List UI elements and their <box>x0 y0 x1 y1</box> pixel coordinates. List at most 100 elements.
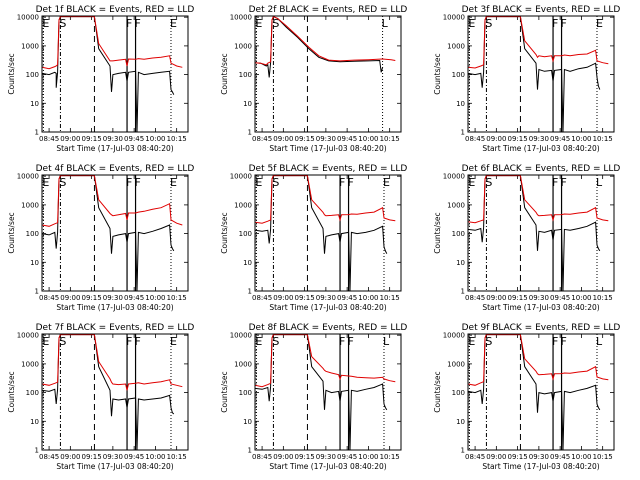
y-tick-label: 10000 <box>230 332 252 340</box>
marker-label-e: E <box>255 176 262 189</box>
y-tick-label: 10 <box>456 418 465 426</box>
y-tick-label: 100 <box>239 71 252 79</box>
y-tick-label: 10 <box>243 100 252 108</box>
x-tick-label: 08:45 <box>252 294 272 302</box>
x-tick-label: 10:00 <box>358 453 378 461</box>
x-tick-label: 10:15 <box>593 453 613 461</box>
y-tick-label: 10 <box>456 259 465 267</box>
x-axis-label: Start Time (17-Jul-03 08:40:20) <box>269 462 386 471</box>
marker-label-f: F <box>339 176 345 189</box>
y-tick-label: 1000 <box>21 42 39 50</box>
marker-label-l: L <box>383 335 390 348</box>
x-tick-label: 09:00 <box>60 135 80 143</box>
x-tick-label: 08:45 <box>39 453 59 461</box>
x-tick-label: 09:00 <box>273 135 293 143</box>
y-tick-label: 10000 <box>230 14 252 22</box>
panel-det-7: Det 7f BLACK = Events, RED = LLD Counts/s… <box>7 323 194 471</box>
x-tick-label: 09:00 <box>486 294 506 302</box>
x-tick-label: 09:45 <box>124 135 144 143</box>
y-tick-label: 100 <box>239 230 252 238</box>
x-tick-label: 10:15 <box>380 294 400 302</box>
y-tick-label: 1 <box>248 129 252 137</box>
x-tick-label: 09:30 <box>529 135 549 143</box>
marker-label-e: E <box>255 17 262 30</box>
marker-label-s: S <box>485 176 492 189</box>
marker-label-f: F <box>561 176 567 189</box>
marker-label-f: F <box>126 335 132 348</box>
x-tick-label: 09:00 <box>60 453 80 461</box>
x-tick-label: 09:15 <box>82 294 102 302</box>
series-events-line <box>42 334 175 450</box>
marker-label-f: F <box>135 335 141 348</box>
series-events-line <box>42 16 175 132</box>
x-tick-label: 09:45 <box>337 453 357 461</box>
y-axis-label: Counts/sec <box>7 371 16 412</box>
x-tick-label: 10:00 <box>145 294 165 302</box>
x-tick-label: 09:00 <box>60 294 80 302</box>
x-tick-label: 08:45 <box>252 135 272 143</box>
marker-label-f: F <box>348 176 354 189</box>
x-tick-label: 09:45 <box>124 453 144 461</box>
y-tick-label: 1000 <box>234 42 252 50</box>
x-tick-label: 09:00 <box>486 453 506 461</box>
marker-label-s: S <box>59 17 66 30</box>
y-tick-label: 1000 <box>234 360 252 368</box>
y-tick-label: 10000 <box>443 332 465 340</box>
x-tick-label: 08:45 <box>39 135 59 143</box>
marker-label-l: L <box>382 17 389 30</box>
x-tick-label: 08:45 <box>39 294 59 302</box>
y-tick-label: 100 <box>26 230 39 238</box>
series-events-line <box>255 16 384 78</box>
marker-label-e: E <box>468 17 475 30</box>
x-tick-label: 10:00 <box>571 453 591 461</box>
panel-det-6: Det 6f BLACK = Events, RED = LLD Counts/s… <box>433 164 620 312</box>
marker-label-s: S <box>485 17 492 30</box>
x-tick-label: 09:45 <box>124 294 144 302</box>
marker-label-s: S <box>272 176 279 189</box>
marker-label-f: F <box>561 335 567 348</box>
marker-label-s: S <box>272 335 279 348</box>
panel-frame <box>254 15 402 133</box>
panel-frame <box>467 174 615 292</box>
x-tick-label: 10:00 <box>571 294 591 302</box>
x-axis-label: Start Time (17-Jul-03 08:40:20) <box>269 144 386 153</box>
x-tick-label: 10:00 <box>145 135 165 143</box>
y-axis-label: Counts/sec <box>433 371 442 412</box>
panel-det-9: Det 9f BLACK = Events, RED = LLD Counts/s… <box>433 323 620 471</box>
y-tick-label: 1 <box>35 288 39 296</box>
y-tick-label: 100 <box>239 389 252 397</box>
y-tick-label: 10000 <box>443 173 465 181</box>
x-tick-label: 10:15 <box>380 453 400 461</box>
x-tick-label: 09:30 <box>316 135 336 143</box>
x-tick-label: 10:00 <box>358 294 378 302</box>
marker-label-f: F <box>126 17 132 30</box>
x-tick-label: 09:15 <box>508 453 528 461</box>
panel-title: Det 3f BLACK = Events, RED = LLD <box>462 5 621 15</box>
x-tick-label: 09:30 <box>103 135 123 143</box>
marker-label-e: E <box>255 335 262 348</box>
marker-label-f: F <box>135 17 141 30</box>
x-axis-label: Start Time (17-Jul-03 08:40:20) <box>482 144 599 153</box>
y-tick-label: 1000 <box>447 201 465 209</box>
marker-label-f: F <box>552 335 558 348</box>
x-tick-label: 09:45 <box>550 135 570 143</box>
x-tick-label: 09:45 <box>337 135 357 143</box>
marker-label-e: E <box>468 176 475 189</box>
panel-det-5: Det 5f BLACK = Events, RED = LLD Counts/s… <box>220 164 407 312</box>
marker-label-s: S <box>59 335 66 348</box>
panel-det-3: Det 3f BLACK = Events, RED = LLD Counts/s… <box>433 5 620 153</box>
series-events-line <box>468 175 601 291</box>
marker-label-s: S <box>485 335 492 348</box>
panel-title: Det 2f BLACK = Events, RED = LLD <box>249 5 408 15</box>
marker-label-s: S <box>59 176 66 189</box>
y-tick-label: 10 <box>30 100 39 108</box>
series-lld-line <box>468 334 609 386</box>
x-tick-label: 08:45 <box>465 135 485 143</box>
y-tick-label: 1 <box>461 288 465 296</box>
marker-label-e: E <box>170 335 177 348</box>
x-tick-label: 09:30 <box>103 294 123 302</box>
y-tick-label: 10000 <box>443 14 465 22</box>
x-tick-label: 09:45 <box>550 453 570 461</box>
y-tick-label: 100 <box>26 389 39 397</box>
x-axis-label: Start Time (17-Jul-03 08:40:20) <box>269 303 386 312</box>
